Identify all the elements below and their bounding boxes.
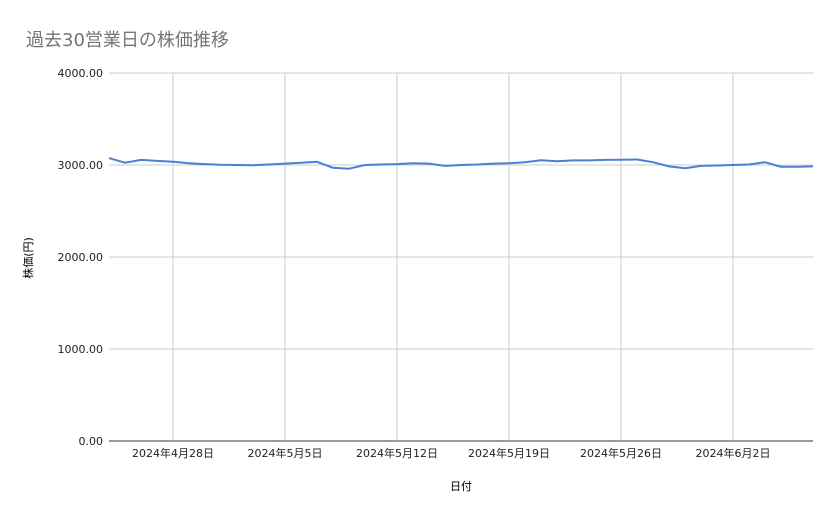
x-axis-label: 日付 bbox=[450, 480, 472, 493]
x-tick-label: 2024年6月2日 bbox=[696, 446, 771, 460]
series-line bbox=[108, 157, 814, 170]
x-tick-label: 2024年5月26日 bbox=[580, 446, 662, 460]
x-tick-label: 2024年5月19日 bbox=[468, 446, 550, 460]
x-tick-label: 2024年4月28日 bbox=[132, 446, 214, 460]
y-tick-label: 1000.00 bbox=[58, 343, 104, 356]
y-tick-label: 3000.00 bbox=[58, 159, 104, 172]
y-tick-label: 4000.00 bbox=[58, 67, 104, 80]
y-tick-label: 2000.00 bbox=[58, 251, 104, 264]
x-tick-label: 2024年5月12日 bbox=[356, 446, 438, 460]
y-tick-label: 0.00 bbox=[79, 435, 104, 448]
x-tick-label: 2024年5月5日 bbox=[248, 446, 323, 460]
chart-title: 過去30営業日の株価推移 bbox=[26, 30, 229, 51]
y-axis-label: 株価(円) bbox=[21, 237, 35, 279]
